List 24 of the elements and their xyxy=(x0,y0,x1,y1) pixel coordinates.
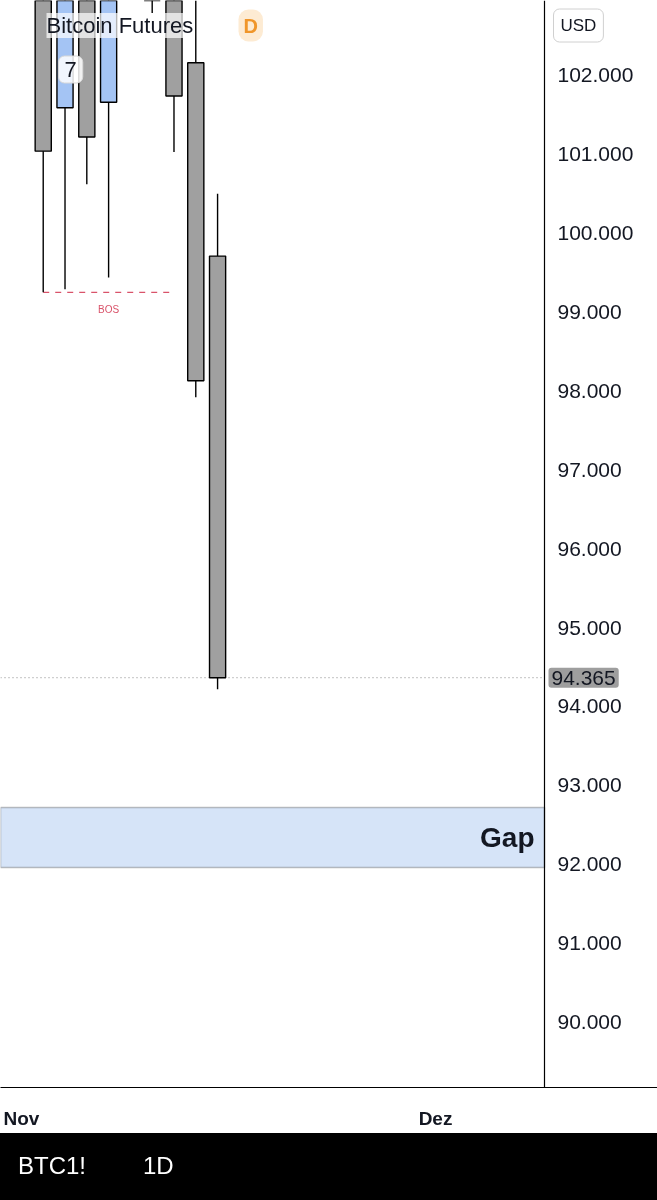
y-tick-label: 97.000 xyxy=(557,457,622,481)
y-tick-label: 95.000 xyxy=(557,615,622,639)
y-tick-label: 91.000 xyxy=(557,931,622,955)
y-tick-label: 96.000 xyxy=(557,536,622,560)
x-tick-label: Nov xyxy=(3,1107,40,1129)
text: D xyxy=(243,14,258,37)
y-tick-label: 93.000 xyxy=(557,773,622,797)
y-tick-label: 102.000 xyxy=(557,63,634,87)
text: Bitcoin Futures xyxy=(46,13,194,38)
y-tick-label: 101.000 xyxy=(557,142,634,166)
y-tick-label: 98.000 xyxy=(557,378,622,402)
y-tick-label: 92.000 xyxy=(557,852,622,876)
series-label: BOS xyxy=(98,304,120,316)
text: BTC1! xyxy=(18,1151,87,1181)
band-label: Gap xyxy=(480,821,535,853)
y-tick-label: 94.000 xyxy=(557,694,622,718)
ref-line-label: 94.365 xyxy=(551,665,616,689)
x-tick-label: Dez xyxy=(418,1107,453,1129)
text: 1D xyxy=(143,1151,174,1181)
annotation: 7 xyxy=(64,57,77,82)
y-tick-label: 99.000 xyxy=(557,300,622,324)
y-tick-label: 100.000 xyxy=(557,221,634,245)
y-axis-title: USD xyxy=(560,16,597,35)
y-tick-label: 90.000 xyxy=(557,1010,622,1034)
